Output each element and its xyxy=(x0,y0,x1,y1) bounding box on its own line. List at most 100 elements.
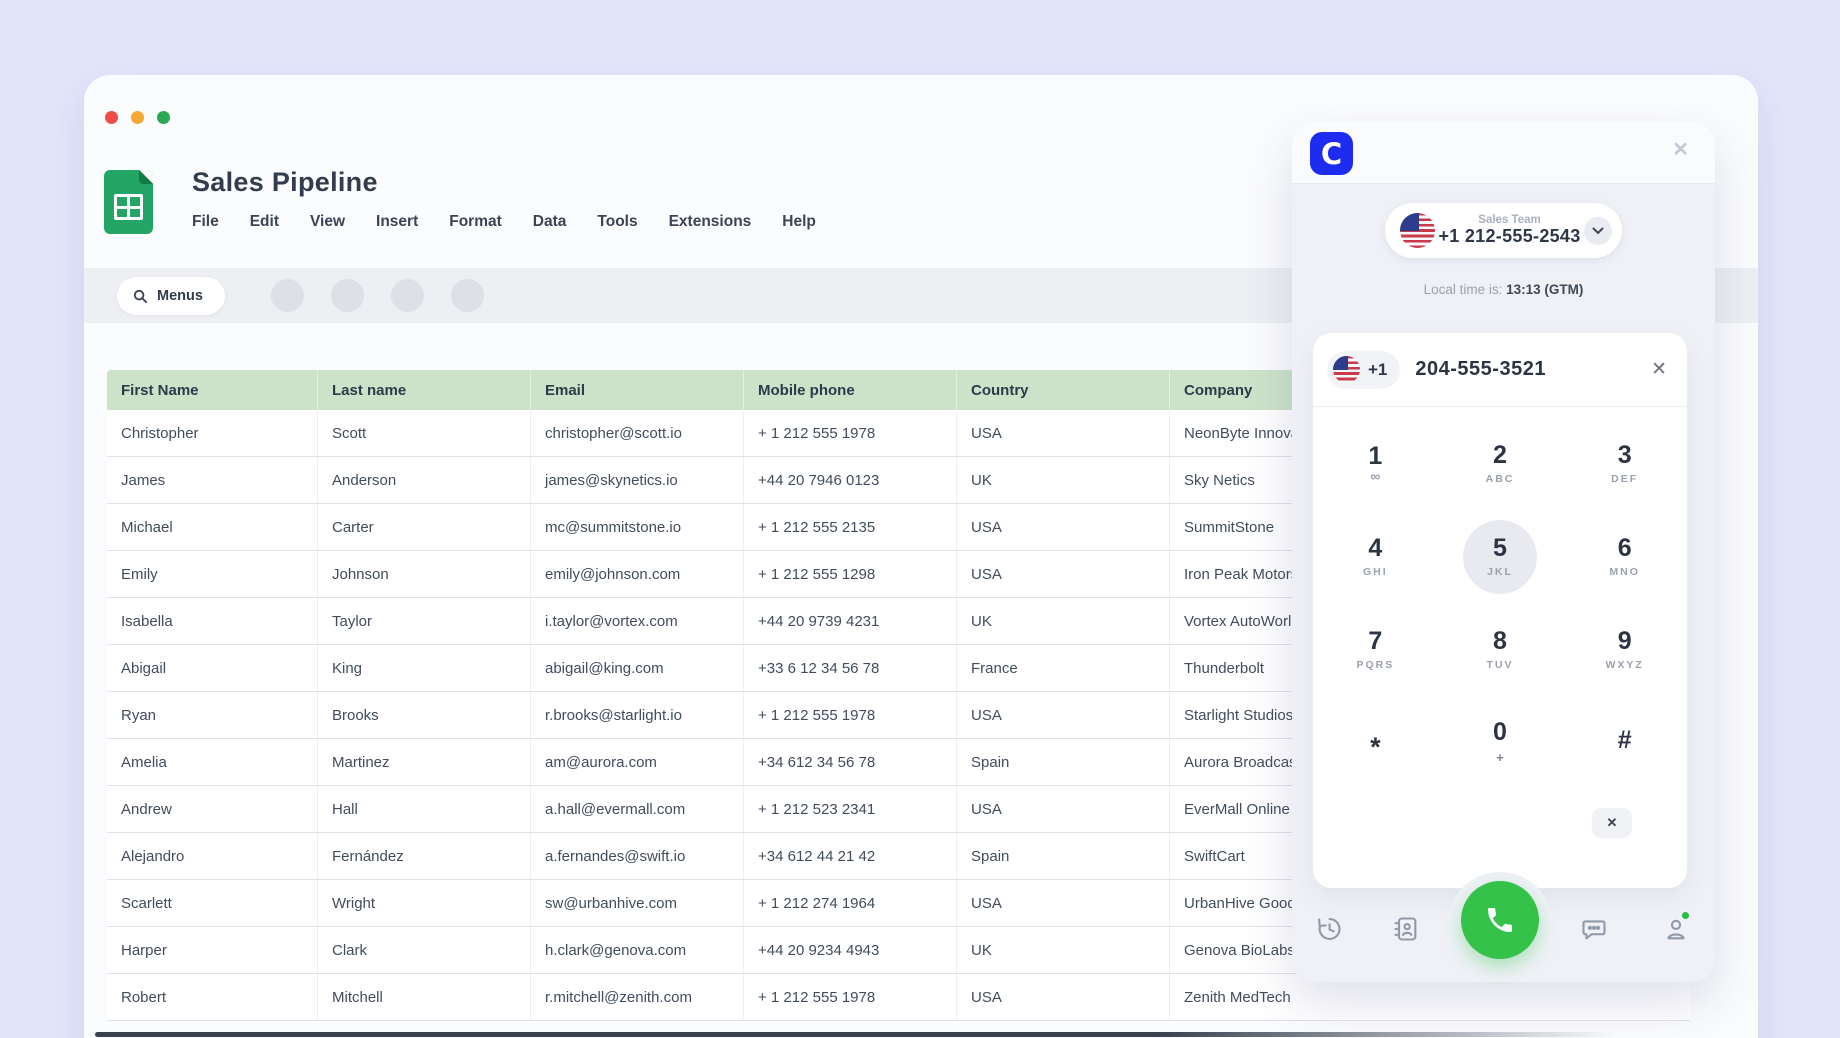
table-cell[interactable]: Spain xyxy=(957,739,1170,785)
table-cell[interactable]: Fernández xyxy=(318,833,531,879)
table-cell[interactable]: + 1 212 523 2341 xyxy=(744,786,957,832)
table-cell[interactable]: emily@johnson.com xyxy=(531,551,744,597)
menus-search-button[interactable]: Menus xyxy=(117,277,225,315)
keypad-key-0[interactable]: 0+ xyxy=(1438,696,1563,789)
dialer-close-icon[interactable]: ✕ xyxy=(1672,140,1689,160)
table-cell[interactable]: Ryan xyxy=(107,692,318,738)
table-cell[interactable]: + 1 212 555 1978 xyxy=(744,692,957,738)
menu-item-insert[interactable]: Insert xyxy=(376,213,418,231)
toolbar-placeholder-button-3[interactable] xyxy=(391,279,424,312)
keypad-key-3[interactable]: 3DEF xyxy=(1562,417,1687,510)
table-cell[interactable]: Robert xyxy=(107,974,318,1020)
menu-item-data[interactable]: Data xyxy=(533,213,567,231)
table-cell[interactable]: James xyxy=(107,457,318,503)
menu-item-format[interactable]: Format xyxy=(449,213,502,231)
table-cell[interactable]: Emily xyxy=(107,551,318,597)
toolbar-placeholder-button-2[interactable] xyxy=(331,279,364,312)
table-cell[interactable]: Harper xyxy=(107,927,318,973)
call-button[interactable] xyxy=(1461,881,1539,959)
maximize-window-button[interactable] xyxy=(157,111,170,124)
table-cell[interactable]: Brooks xyxy=(318,692,531,738)
keypad-key-hash[interactable]: # xyxy=(1562,696,1687,789)
table-cell[interactable]: Taylor xyxy=(318,598,531,644)
table-cell[interactable]: Amelia xyxy=(107,739,318,785)
menu-item-edit[interactable]: Edit xyxy=(250,213,279,231)
table-cell[interactable]: USA xyxy=(957,551,1170,597)
table-cell[interactable]: r.brooks@starlight.io xyxy=(531,692,744,738)
keypad-key-8[interactable]: 8TUV xyxy=(1438,603,1563,696)
table-cell[interactable]: France xyxy=(957,645,1170,691)
table-cell[interactable]: UK xyxy=(957,598,1170,644)
table-cell[interactable]: Martinez xyxy=(318,739,531,785)
table-cell[interactable]: a.fernandes@swift.io xyxy=(531,833,744,879)
table-cell[interactable]: a.hall@evermall.com xyxy=(531,786,744,832)
table-cell[interactable]: Wright xyxy=(318,880,531,926)
toolbar-placeholder-button-1[interactable] xyxy=(271,279,304,312)
keypad-key-5[interactable]: 5JKL xyxy=(1438,510,1563,603)
keypad-key-2[interactable]: 2ABC xyxy=(1438,417,1563,510)
keypad-key-9[interactable]: 9WXYZ xyxy=(1562,603,1687,696)
backspace-button[interactable]: ✕ xyxy=(1592,808,1632,838)
table-cell[interactable]: Scott xyxy=(318,410,531,456)
table-cell[interactable]: Michael xyxy=(107,504,318,550)
chevron-down-icon[interactable] xyxy=(1584,217,1612,245)
table-cell[interactable]: +34 612 44 21 42 xyxy=(744,833,957,879)
keypad-key-star[interactable]: * xyxy=(1313,696,1438,789)
keypad-key-1[interactable]: 1∞ xyxy=(1313,417,1438,510)
table-cell[interactable]: USA xyxy=(957,974,1170,1020)
table-cell[interactable]: USA xyxy=(957,504,1170,550)
keypad-key-4[interactable]: 4GHI xyxy=(1313,510,1438,603)
table-cell[interactable]: +44 20 9739 4231 xyxy=(744,598,957,644)
table-cell[interactable]: Carter xyxy=(318,504,531,550)
table-cell[interactable]: Clark xyxy=(318,927,531,973)
keypad-key-7[interactable]: 7PQRS xyxy=(1313,603,1438,696)
menu-item-view[interactable]: View xyxy=(310,213,345,231)
minimize-window-button[interactable] xyxy=(131,111,144,124)
table-cell[interactable]: christopher@scott.io xyxy=(531,410,744,456)
table-cell[interactable]: UK xyxy=(957,927,1170,973)
table-cell[interactable]: +44 20 7946 0123 xyxy=(744,457,957,503)
table-cell[interactable]: + 1 212 555 1978 xyxy=(744,974,957,1020)
keypad-key-6[interactable]: 6MNO xyxy=(1562,510,1687,603)
table-cell[interactable]: +44 20 9234 4943 xyxy=(744,927,957,973)
contacts-icon[interactable] xyxy=(1392,915,1420,943)
table-cell[interactable]: + 1 212 555 1978 xyxy=(744,410,957,456)
table-cell[interactable]: Christopher xyxy=(107,410,318,456)
table-cell[interactable]: Scarlett xyxy=(107,880,318,926)
toolbar-placeholder-button-4[interactable] xyxy=(451,279,484,312)
table-cell[interactable]: +33 6 12 34 56 78 xyxy=(744,645,957,691)
table-cell[interactable]: USA xyxy=(957,786,1170,832)
table-cell[interactable]: abigail@king.com xyxy=(531,645,744,691)
menu-item-help[interactable]: Help xyxy=(782,213,816,231)
sms-icon[interactable] xyxy=(1580,915,1608,943)
menu-item-extensions[interactable]: Extensions xyxy=(669,213,752,231)
table-cell[interactable]: Andrew xyxy=(107,786,318,832)
menu-item-tools[interactable]: Tools xyxy=(597,213,637,231)
table-cell[interactable]: USA xyxy=(957,880,1170,926)
table-cell[interactable]: r.mitchell@zenith.com xyxy=(531,974,744,1020)
table-cell[interactable]: james@skynetics.io xyxy=(531,457,744,503)
table-cell[interactable]: Isabella xyxy=(107,598,318,644)
table-cell[interactable]: UK xyxy=(957,457,1170,503)
call-history-icon[interactable] xyxy=(1315,915,1343,943)
table-cell[interactable]: + 1 212 274 1964 xyxy=(744,880,957,926)
table-cell[interactable]: Mitchell xyxy=(318,974,531,1020)
table-cell[interactable]: USA xyxy=(957,410,1170,456)
outbound-line-selector[interactable]: Sales Team +1 212-555-2543 xyxy=(1385,203,1622,258)
table-cell[interactable]: USA xyxy=(957,692,1170,738)
menu-item-file[interactable]: File xyxy=(192,213,219,231)
table-cell[interactable]: i.taylor@vortex.com xyxy=(531,598,744,644)
table-cell[interactable]: am@aurora.com xyxy=(531,739,744,785)
table-cell[interactable]: mc@summitstone.io xyxy=(531,504,744,550)
table-cell[interactable]: King xyxy=(318,645,531,691)
close-window-button[interactable] xyxy=(105,111,118,124)
clear-number-icon[interactable]: ✕ xyxy=(1651,360,1667,379)
table-cell[interactable]: Spain xyxy=(957,833,1170,879)
table-cell[interactable]: Hall xyxy=(318,786,531,832)
table-cell[interactable]: Abigail xyxy=(107,645,318,691)
table-cell[interactable]: Johnson xyxy=(318,551,531,597)
table-cell[interactable]: h.clark@genova.com xyxy=(531,927,744,973)
table-cell[interactable]: Alejandro xyxy=(107,833,318,879)
table-cell[interactable]: Anderson xyxy=(318,457,531,503)
table-cell[interactable]: + 1 212 555 1298 xyxy=(744,551,957,597)
